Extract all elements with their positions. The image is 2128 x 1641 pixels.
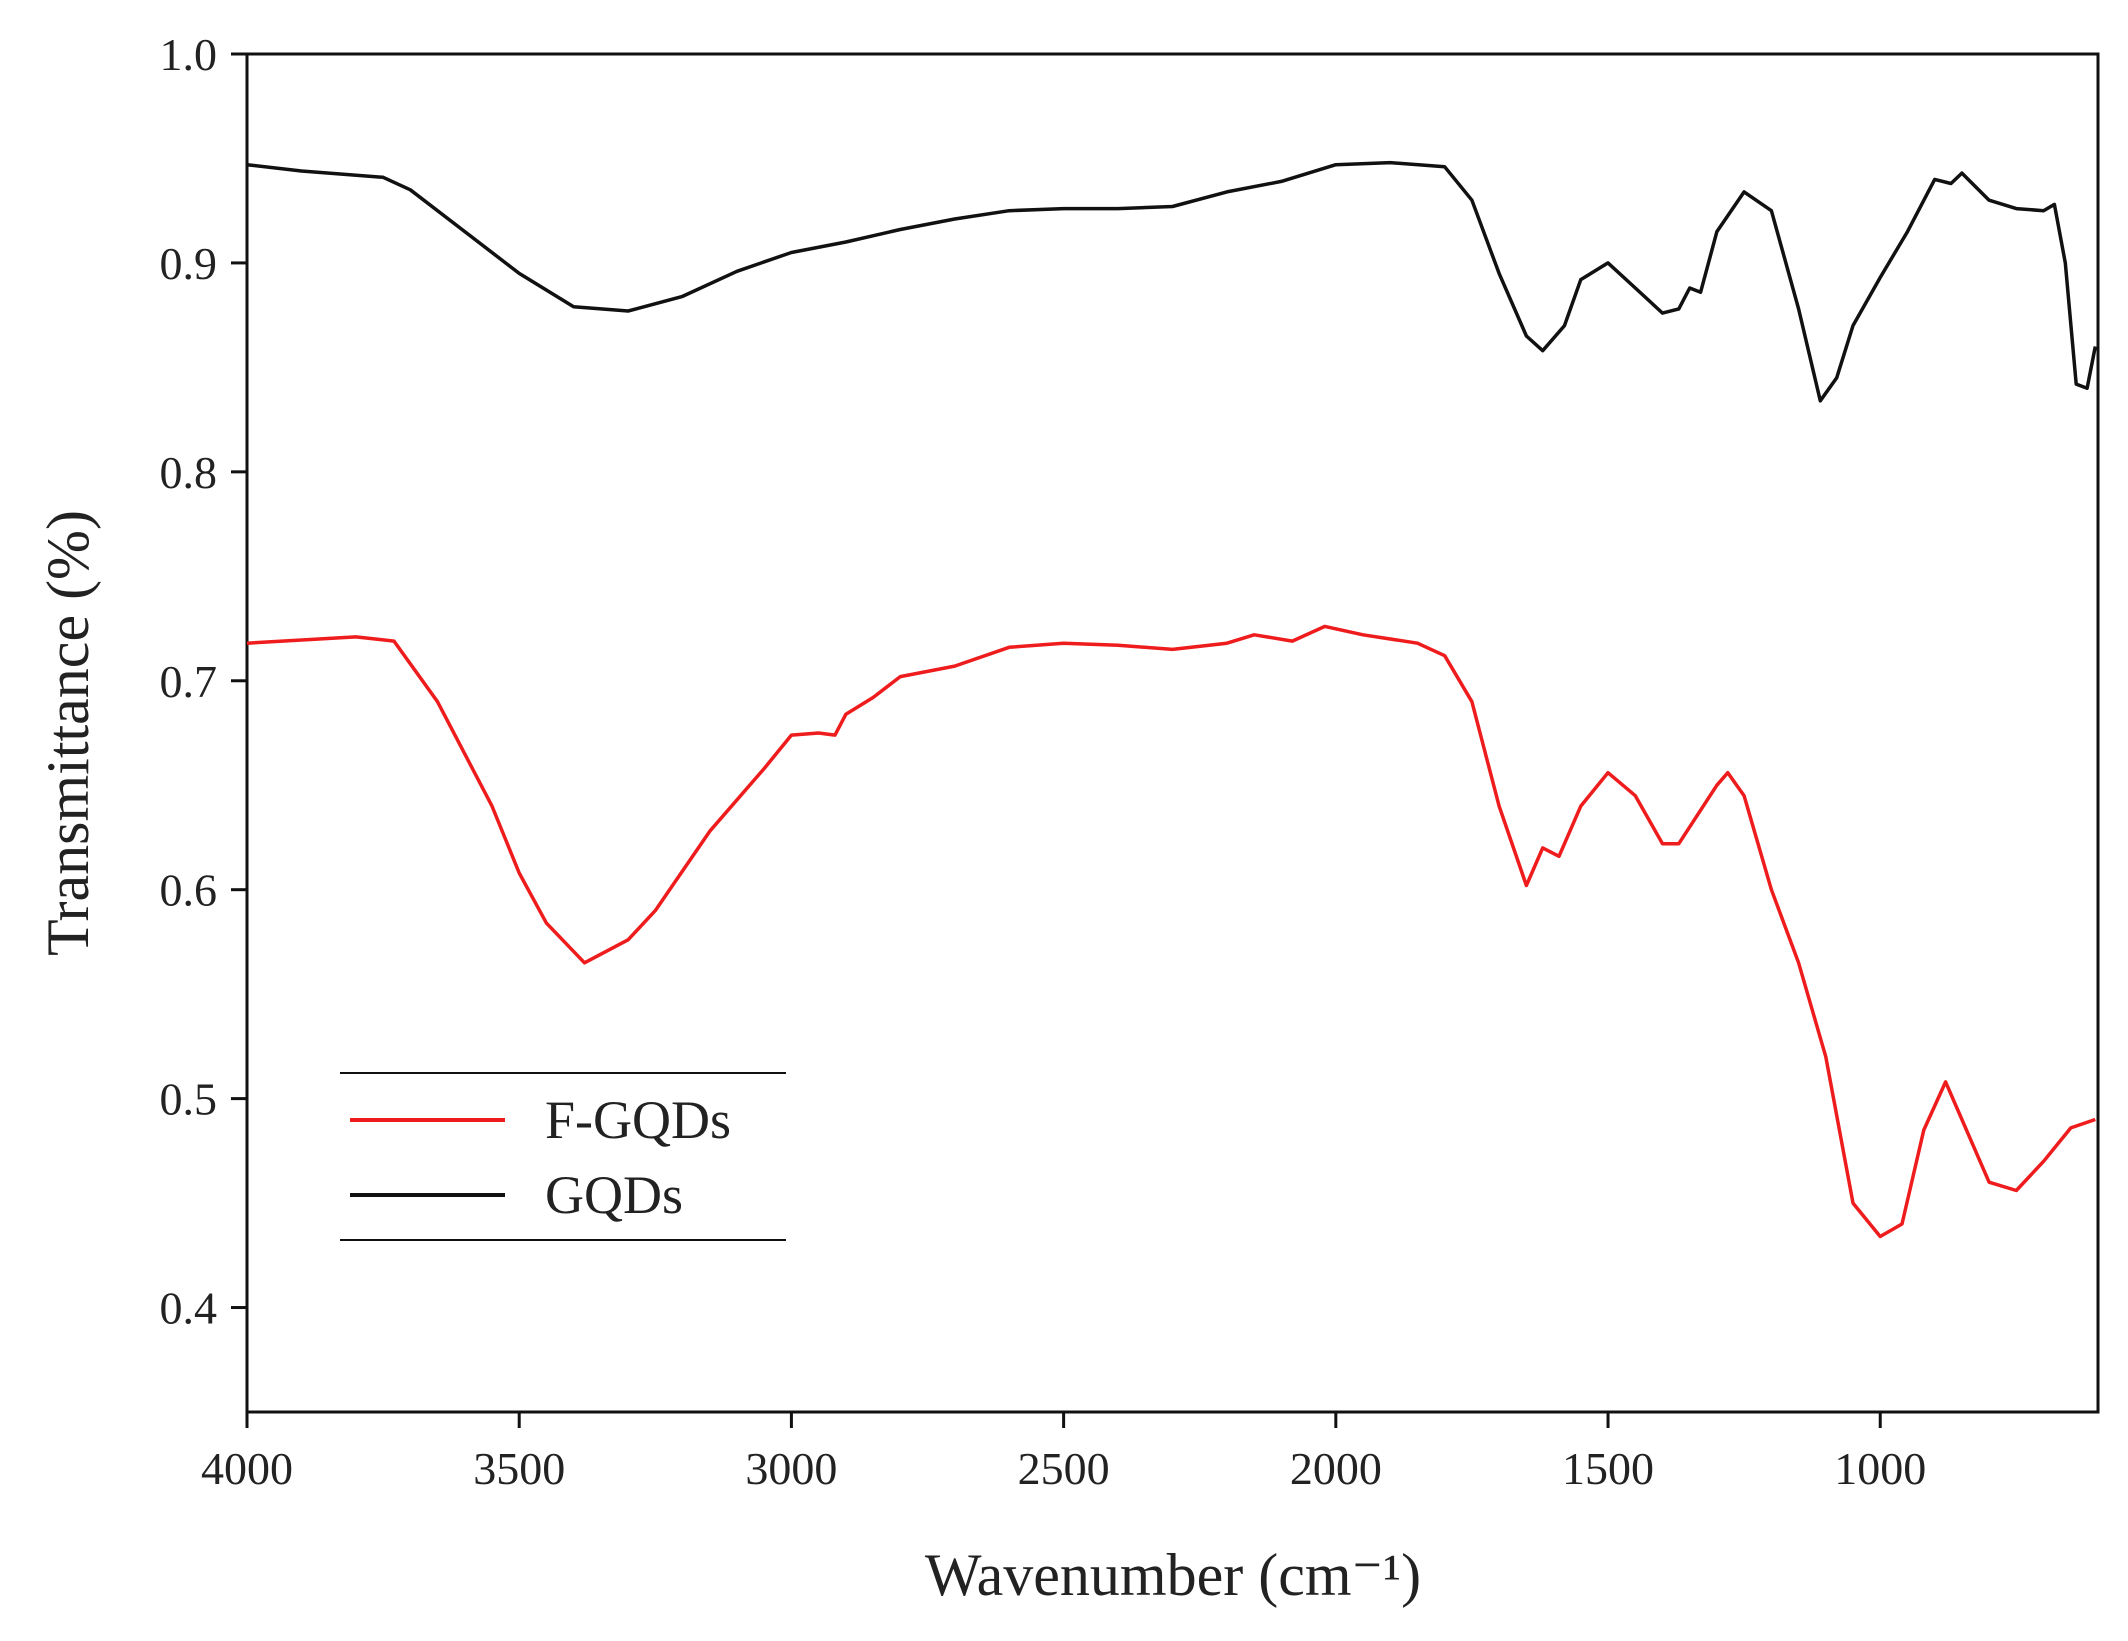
y-axis-title: Transmittance (%) [35,510,101,956]
x-tick-label: 2500 [1018,1443,1110,1494]
y-tick-label: 0.5 [160,1074,218,1125]
x-tick-label: 2000 [1290,1443,1382,1494]
x-tick-label: 1500 [1562,1443,1654,1494]
y-tick-label: 0.6 [160,865,218,916]
series-line [246,624,2096,1239]
legend-label: F-GQDs [545,1090,731,1150]
plot-frame [245,52,2100,1414]
y-tick-label: 0.9 [160,238,218,289]
x-tick-label: 3000 [745,1443,837,1494]
y-tick-label: 0.8 [160,447,218,498]
series-line [246,160,2098,403]
y-tick-label: 0.7 [160,656,218,707]
legend-label: GQDs [545,1165,683,1225]
x-tick-label: 4000 [201,1443,293,1494]
x-tick-label: 1000 [1834,1443,1926,1494]
y-tick-label: 0.4 [160,1283,218,1334]
x-tick-label: 3500 [473,1443,565,1494]
y-tick-label: 1.0 [160,29,218,80]
x-axis-title: Wavenumber (cm⁻¹) [925,1542,1421,1608]
